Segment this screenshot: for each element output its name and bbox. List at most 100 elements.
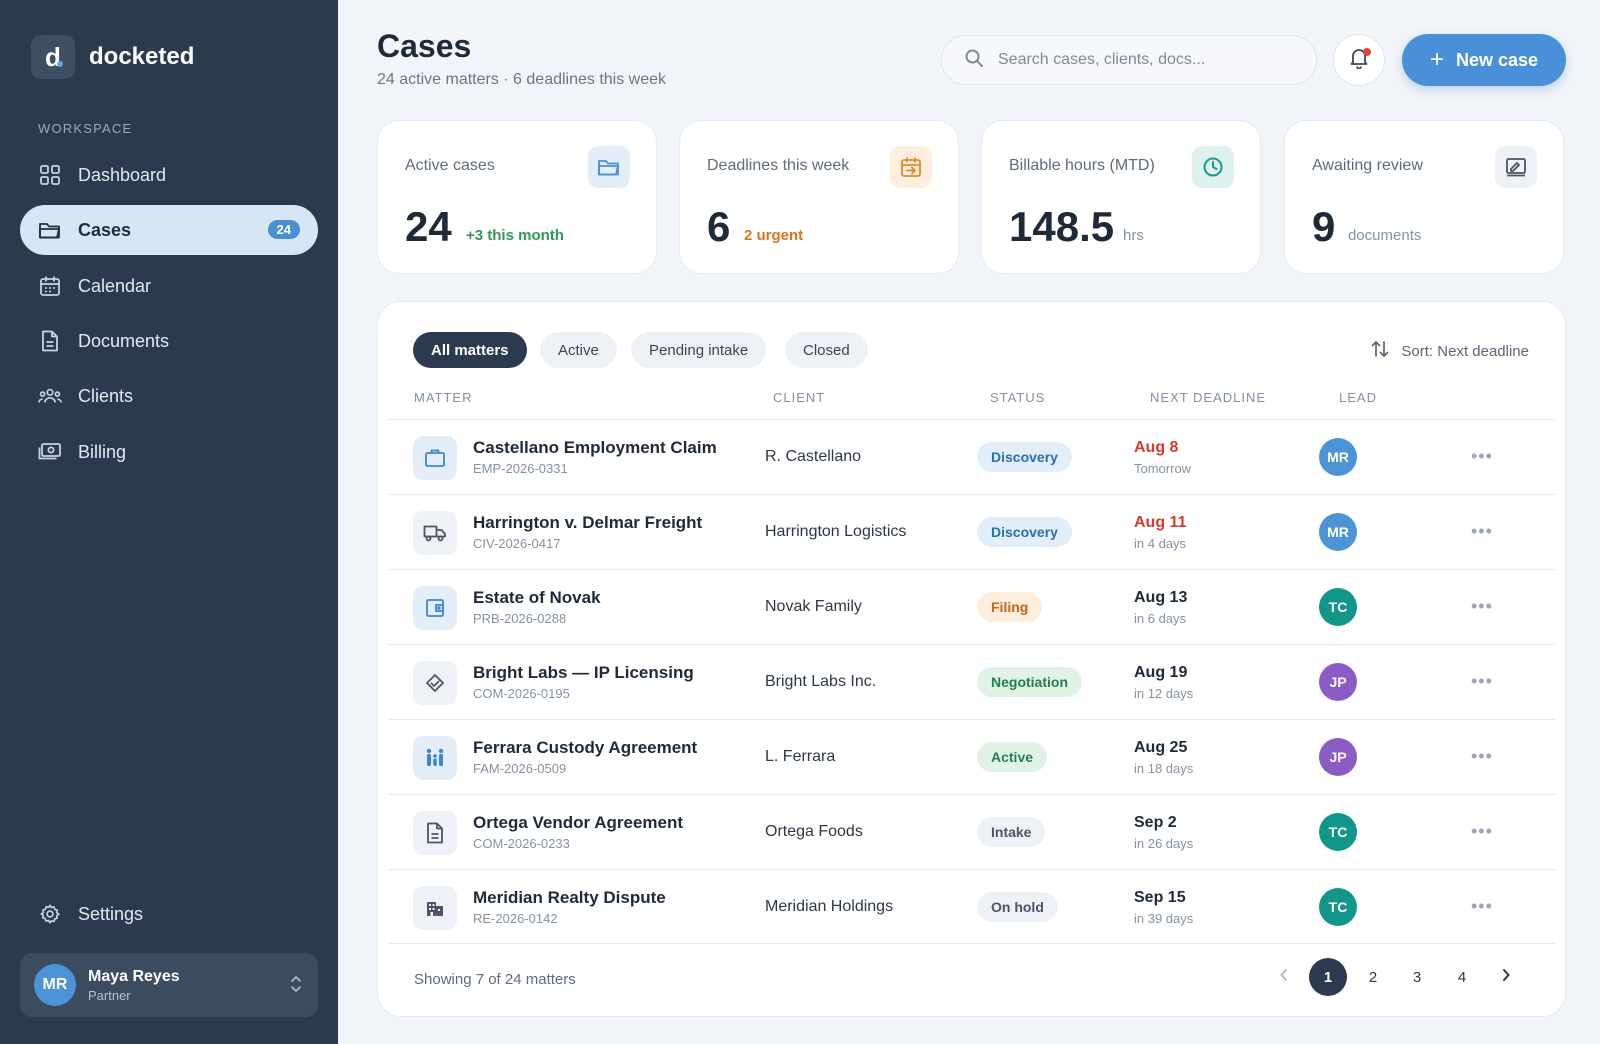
cases-count-badge: 24 [267, 220, 300, 239]
client-name: Novak Family [765, 598, 862, 615]
status-badge: Active [977, 742, 1048, 772]
table-row[interactable]: Ferrara Custody Agreement FAM-2026-0509 … [387, 720, 1556, 794]
matter-code: COM-2026-0195 [473, 686, 570, 701]
deadline-date: Sep 15 [1134, 889, 1186, 906]
document-icon [38, 329, 62, 353]
brand[interactable]: d docketed [31, 35, 194, 79]
avatar: MR [34, 964, 76, 1006]
status-badge: Intake [977, 817, 1046, 847]
workspace-label: WORKSPACE [38, 121, 133, 136]
more-icon[interactable]: ••• [1471, 671, 1493, 691]
matter-title[interactable]: Ferrara Custody Agreement [473, 738, 698, 757]
plus-icon: + [1429, 46, 1444, 73]
deadline-relative: Tomorrow [1134, 461, 1192, 476]
deadline-relative: in 6 days [1134, 611, 1187, 626]
matter-title[interactable]: Harrington v. Delmar Freight [473, 513, 703, 532]
brand-letter: d [45, 42, 61, 72]
deadline-date: Aug 11 [1134, 514, 1187, 531]
table-row[interactable]: Castellano Employment Claim EMP-2026-033… [387, 420, 1556, 494]
table-row[interactable]: Ortega Vendor Agreement COM-2026-0233 Or… [387, 795, 1556, 869]
page-button-4[interactable]: 4 [1457, 968, 1467, 986]
stat-label: Active cases [405, 157, 495, 174]
more-icon[interactable]: ••• [1471, 521, 1493, 541]
stat-note: 2 urgent [744, 227, 804, 244]
deadline-date: Aug 19 [1134, 664, 1188, 681]
deadline-date: Aug 8 [1134, 439, 1179, 456]
users-icon [38, 384, 62, 408]
new-case-button[interactable]: + New case [1402, 34, 1566, 86]
matter-title[interactable]: Ortega Vendor Agreement [473, 813, 684, 832]
client-name: Bright Labs Inc. [765, 673, 877, 690]
client-name: Meridian Holdings [765, 898, 894, 915]
sidebar-item-billing[interactable]: Billing [20, 427, 318, 477]
table-row[interactable]: Estate of Novak PRB-2026-0288 Novak Fami… [387, 570, 1556, 644]
table-row[interactable]: Harrington v. Delmar Freight CIV-2026-04… [387, 495, 1556, 569]
folder-icon [38, 218, 62, 242]
chevron-up-down-icon [290, 973, 302, 1000]
search-input[interactable] [998, 51, 1298, 69]
status-badge: On hold [977, 892, 1058, 922]
filter-chip-pending-intake[interactable]: Pending intake [631, 332, 767, 368]
table-row[interactable]: Meridian Realty Dispute RE-2026-0142 Mer… [387, 870, 1556, 944]
filter-chip-all-matters[interactable]: All matters [413, 332, 527, 368]
notifications-button[interactable] [1333, 34, 1385, 86]
stat-card-deadlines[interactable]: Deadlines this week 6 2 urgent [679, 120, 959, 274]
calendar-arrow-icon [890, 146, 932, 188]
sidebar-item-settings[interactable]: Settings [20, 889, 318, 939]
sidebar-item-clients[interactable]: Clients [20, 371, 318, 421]
filter-chip-closed[interactable]: Closed [785, 332, 868, 368]
sort-control[interactable]: Sort: Next deadline [1371, 339, 1529, 363]
more-icon[interactable]: ••• [1471, 896, 1493, 916]
prev-page-button[interactable] [1265, 958, 1303, 996]
column-header-lead[interactable]: LEAD [1339, 390, 1377, 405]
stat-card-active-cases[interactable]: Active cases 24 +3 this month [377, 120, 657, 274]
sidebar-item-label: Clients [78, 385, 134, 406]
clock-icon [1192, 146, 1234, 188]
handshake-icon [413, 661, 457, 705]
more-icon[interactable]: ••• [1471, 746, 1493, 766]
truck-icon [413, 511, 457, 555]
bell-icon [1349, 47, 1369, 74]
matter-title[interactable]: Castellano Employment Claim [473, 438, 717, 457]
sidebar-item-cases[interactable]: Cases 24 [20, 205, 318, 255]
sidebar-item-label: Settings [78, 903, 144, 924]
showing-count: Showing 7 of 24 matters [414, 971, 576, 988]
sidebar-item-documents[interactable]: Documents [20, 316, 318, 366]
page-button-3[interactable]: 3 [1412, 968, 1422, 986]
matter-title[interactable]: Bright Labs — IP Licensing [473, 663, 694, 682]
column-header-next-deadline[interactable]: NEXT DEADLINE [1150, 390, 1267, 405]
page-subtitle: 24 active matters · 6 deadlines this wee… [377, 71, 667, 88]
stat-card-billable-hours[interactable]: Billable hours (MTD) 148.5 hrs [981, 120, 1261, 274]
stat-note: hrs [1123, 227, 1144, 244]
more-icon[interactable]: ••• [1471, 596, 1493, 616]
client-name: Harrington Logistics [765, 523, 907, 540]
column-header-matter[interactable]: MATTER [414, 390, 473, 405]
filter-chip-active[interactable]: Active [540, 332, 617, 368]
next-page-button[interactable] [1487, 958, 1525, 996]
column-header-status[interactable]: STATUS [990, 390, 1046, 405]
table-row[interactable]: Bright Labs — IP Licensing COM-2026-0195… [387, 645, 1556, 719]
user-menu[interactable]: MR Maya Reyes Partner [20, 953, 318, 1017]
cases-table-panel: All matters Active Pending intake Closed… [377, 301, 1566, 1017]
column-header-client[interactable]: CLIENT [773, 390, 826, 405]
sidebar-item-label: Dashboard [78, 164, 167, 185]
matter-title[interactable]: Estate of Novak [473, 588, 601, 607]
page-button-2[interactable]: 2 [1368, 968, 1378, 986]
notification-dot [1363, 48, 1371, 56]
sidebar-item-dashboard[interactable]: Dashboard [20, 150, 318, 200]
stat-value: 9 [1312, 203, 1336, 250]
lead-avatar: MR [1319, 438, 1357, 476]
gear-icon [38, 902, 62, 926]
page-button-1[interactable]: 1 [1309, 958, 1347, 996]
matter-title[interactable]: Meridian Realty Dispute [473, 888, 666, 907]
chevron-left-icon [1279, 967, 1289, 987]
more-icon[interactable]: ••• [1471, 821, 1493, 841]
search-box[interactable] [941, 35, 1317, 85]
money-icon [38, 440, 62, 464]
more-icon[interactable]: ••• [1471, 446, 1493, 466]
matter-code: PRB-2026-0288 [473, 611, 567, 626]
stat-card-awaiting-review[interactable]: Awaiting review 9 documents [1284, 120, 1564, 274]
sidebar-item-calendar[interactable]: Calendar [20, 261, 318, 311]
matter-code: RE-2026-0142 [473, 911, 558, 926]
status-badge: Filing [977, 592, 1043, 622]
